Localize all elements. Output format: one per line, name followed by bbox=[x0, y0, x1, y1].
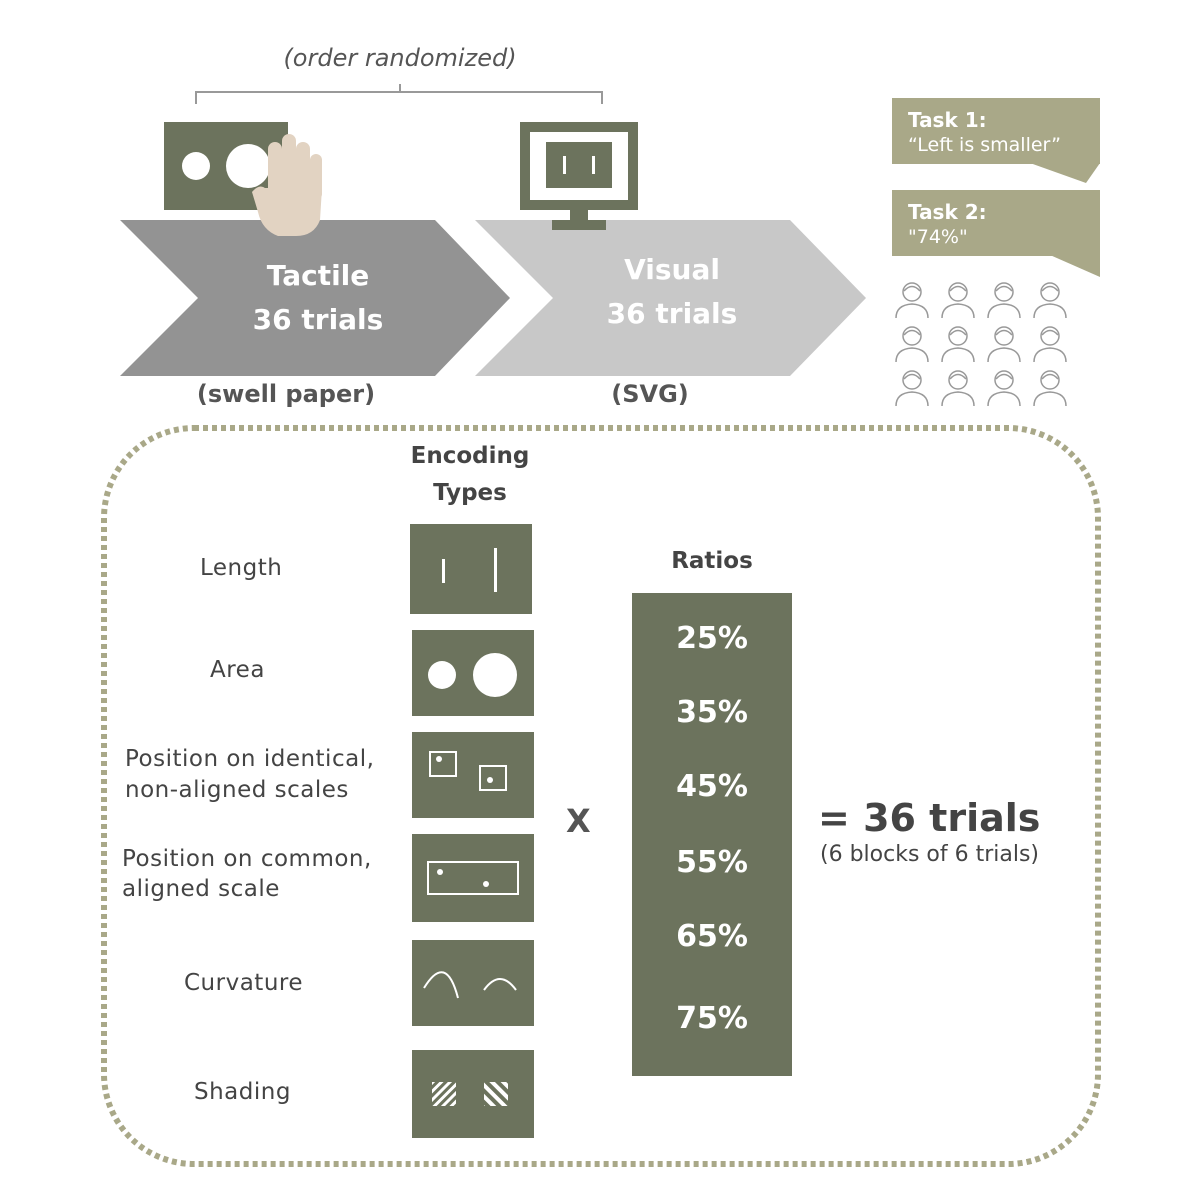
ratio-value: 25% bbox=[676, 621, 748, 656]
visual-medium: (SVG) bbox=[611, 380, 689, 408]
visual-title: Visual bbox=[624, 253, 720, 286]
ratio-value: 65% bbox=[676, 919, 748, 954]
encoding-label-length: Length bbox=[200, 555, 283, 581]
tactile-card-icon bbox=[164, 122, 322, 236]
ratios-column: 25% 35% 45% 55% 65% 75% bbox=[632, 593, 792, 1076]
hand-icon bbox=[252, 134, 322, 236]
condition-chevrons bbox=[120, 220, 866, 376]
ratio-value: 75% bbox=[676, 1001, 748, 1036]
monitor-icon bbox=[520, 122, 638, 230]
tactile-trials: 36 trials bbox=[252, 303, 384, 336]
task2-bubble-tail bbox=[1050, 255, 1100, 277]
ratio-value: 55% bbox=[676, 845, 748, 880]
tactile-medium: (swell paper) bbox=[196, 380, 376, 408]
encoding-label-area: Area bbox=[210, 657, 265, 683]
task2-quote: "74%" bbox=[908, 226, 968, 248]
length-bars-icon bbox=[410, 524, 532, 614]
shading-hatch-icon bbox=[412, 1050, 534, 1138]
visual-trials: 36 trials bbox=[606, 297, 738, 330]
task1-bubble-tail bbox=[1030, 163, 1100, 183]
encoding-header-line2: Types bbox=[433, 480, 507, 506]
total-trials: = 36 trials bbox=[818, 796, 1041, 840]
encoding-label-nonaligned-2: non-aligned scales bbox=[125, 777, 349, 803]
total-trials-detail: (6 blocks of 6 trials) bbox=[820, 842, 1040, 867]
area-circles-icon bbox=[412, 630, 534, 716]
ratio-value: 35% bbox=[676, 695, 748, 730]
tactile-title: Tactile bbox=[266, 259, 370, 292]
encoding-label-aligned-1: Position on common, bbox=[122, 846, 372, 872]
encoding-header-line1: Encoding bbox=[410, 443, 530, 469]
encoding-label-nonaligned-1: Position on identical, bbox=[125, 746, 375, 772]
nonaligned-position-icon bbox=[412, 732, 534, 818]
encoding-label-curvature: Curvature bbox=[184, 970, 303, 996]
order-randomized-note: (order randomized) bbox=[283, 44, 517, 72]
task2-title: Task 2: bbox=[908, 200, 987, 224]
curvature-arcs-icon bbox=[412, 940, 534, 1026]
task2-bubble: Task 2: "74%" bbox=[892, 190, 1100, 256]
ratios-header: Ratios bbox=[671, 548, 753, 574]
encoding-label-aligned-2: aligned scale bbox=[122, 876, 280, 902]
task1-title: Task 1: bbox=[908, 108, 987, 132]
randomization-brace bbox=[195, 84, 603, 104]
multiply-operator: X bbox=[566, 802, 591, 840]
aligned-position-icon bbox=[412, 834, 534, 922]
encoding-label-shading: Shading bbox=[194, 1079, 291, 1105]
task1-bubble: Task 1: “Left is smaller” bbox=[892, 98, 1100, 164]
tactile-chevron bbox=[120, 220, 510, 376]
visual-chevron bbox=[475, 220, 866, 376]
ratio-value: 45% bbox=[676, 769, 748, 804]
task1-quote: “Left is smaller” bbox=[908, 134, 1062, 156]
